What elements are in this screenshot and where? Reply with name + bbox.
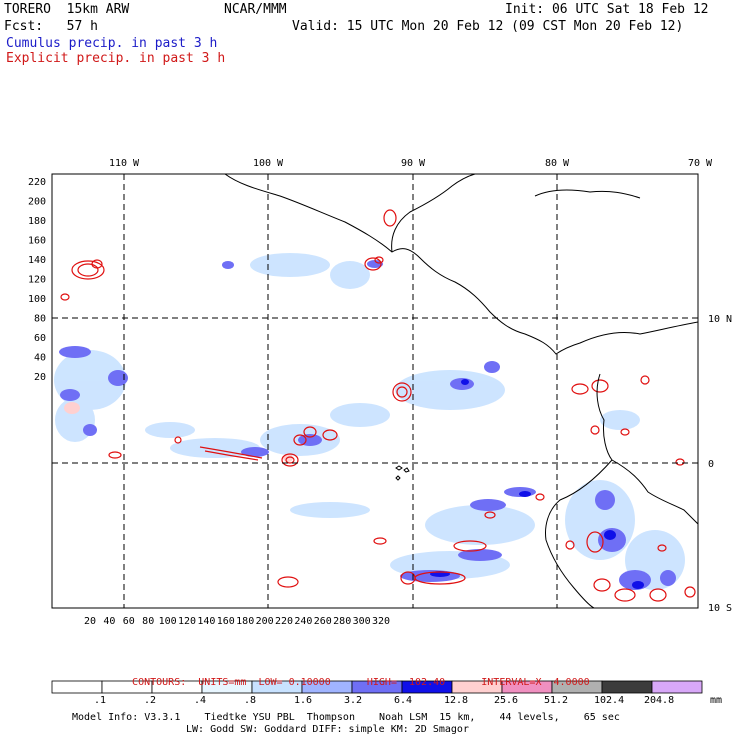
grid-tick-label: 80 [142, 616, 154, 627]
colorbar-label: 6.4 [394, 695, 413, 706]
colorbar-label: .8 [244, 695, 257, 706]
lat-label: 0 [708, 459, 714, 470]
colorbar-swatch [651, 680, 703, 694]
grid-tick-label: 240 [294, 616, 312, 627]
colorbar-swatch [601, 680, 653, 694]
colorbar-label: .2 [144, 695, 157, 706]
legend-cumulus: Cumulus precip. in past 3 h [6, 36, 218, 51]
grid-tick-label: 180 [28, 216, 46, 227]
grid-tick-label: 100 [28, 294, 46, 305]
colorbar-label: 12.8 [444, 695, 469, 706]
cumulus-precip-shading [54, 253, 685, 590]
grid-tick-label: 40 [103, 616, 115, 627]
header-org: NCAR/MMM [224, 2, 287, 17]
grid-tick-label: 120 [178, 616, 196, 627]
lat-labels: 10 N 0 10 S [708, 314, 732, 614]
map-frame [51, 173, 699, 609]
grid-tick-label: 220 [275, 616, 293, 627]
model-info-line1: Model Info: V3.3.1 Tiedtke YSU PBL Thomp… [72, 712, 620, 723]
grid-tick-label: 120 [28, 275, 46, 286]
coastlines [224, 174, 698, 608]
header-model: TORERO 15km ARW [4, 2, 130, 17]
grid-tick-label: 200 [256, 616, 274, 627]
colorbar-label: 204.8 [644, 695, 675, 706]
grid-tick-label: 80 [34, 314, 46, 325]
grid-tick-label: 300 [353, 616, 371, 627]
lon-label: 90 W [401, 158, 426, 169]
explicit-precip-contours [60, 209, 696, 602]
lon-labels: 110 W 100 W 90 W 80 W 70 W [109, 158, 713, 169]
colorbar-label: 102.4 [594, 695, 625, 706]
lat-lon-grid [52, 174, 698, 608]
grid-tick-label: 200 [28, 197, 46, 208]
header-init: Init: 06 UTC Sat 18 Feb 12 [505, 2, 709, 17]
contours-info: CONTOURS: UNITS=mm LOW= 0.10000 HIGH= 10… [120, 666, 590, 688]
lon-label: 80 W [545, 158, 570, 169]
grid-tick-label: 60 [123, 616, 135, 627]
colorbar-label: 3.2 [344, 695, 363, 706]
colorbar-label: .1 [94, 695, 107, 706]
grid-tick-label: 40 [34, 353, 46, 364]
grid-tick-label: 280 [333, 616, 351, 627]
grid-tick-label: 320 [372, 616, 390, 627]
contours-interval: INTERVAL=X 4.0000 [481, 677, 590, 688]
grid-tick-label: 20 [34, 372, 46, 383]
lat-label: 10 N [708, 314, 732, 325]
header-valid: Valid: 15 UTC Mon 20 Feb 12 (09 CST Mon … [292, 19, 684, 34]
grid-tick-label: 160 [217, 616, 235, 627]
colorbar-label: 51.2 [544, 695, 569, 706]
grid-tick-label: 20 [84, 616, 96, 627]
header-fcst: Fcst: 57 h [4, 19, 98, 34]
grid-tick-label: 60 [34, 333, 46, 344]
lon-label: 110 W [109, 158, 140, 169]
grid-tick-label: 140 [197, 616, 215, 627]
grid-tick-label: 100 [159, 616, 177, 627]
grid-tick-label: 180 [236, 616, 254, 627]
colorbar-label: .4 [194, 695, 207, 706]
contours-units: CONTOURS: UNITS=mm LOW= 0.10000 [132, 677, 331, 688]
grid-tick-label: 260 [314, 616, 332, 627]
bottom-grid-ticks: 20 40 60 80 100 120 140 160 180 200 220 240 260 280 30… [84, 616, 390, 627]
left-grid-ticks: 220 200 180 160 140 120 100 80 60 40 20 [28, 177, 46, 383]
colorbar [51, 680, 703, 694]
legend-explicit: Explicit precip. in past 3 h [6, 51, 226, 66]
contours-high: HIGH= 102.40 [366, 677, 446, 688]
grid-tick-label: 220 [28, 177, 46, 188]
model-info-line2: LW: Godd SW: Goddard DIFF: simple KM: 2D… [186, 724, 469, 735]
grid-tick-label: 160 [28, 236, 46, 247]
colorbar-label: 1.6 [294, 695, 313, 706]
lon-label: 70 W [688, 158, 713, 169]
grid-tick-label: 140 [28, 255, 46, 266]
colorbar-unit: mm [710, 695, 723, 706]
lon-label: 100 W [253, 158, 284, 169]
lat-label: 10 S [708, 603, 732, 614]
colorbar-label: 25.6 [494, 695, 519, 706]
colorbar-swatch [51, 680, 103, 694]
